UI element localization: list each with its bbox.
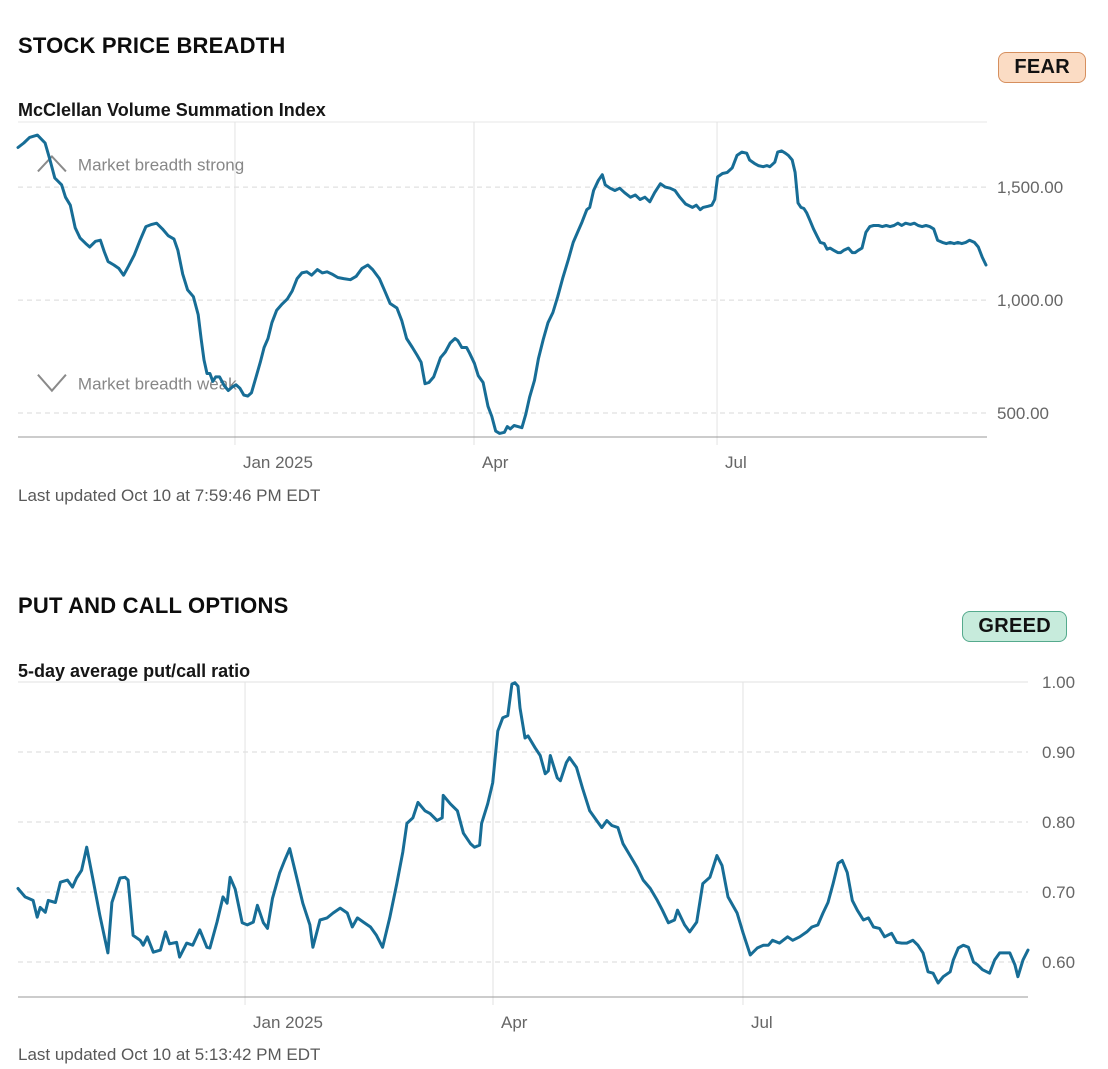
stock-price-breadth-title: STOCK PRICE BREADTH — [18, 33, 286, 59]
breadth-chart: 500.00 1,000.00 1,500.00 Jan 2025 Apr Jul Mark… — [16, 121, 1063, 472]
x-axis-labels: Jan 2025 Apr Jul — [253, 1013, 773, 1032]
put-call-options-title: PUT AND CALL OPTIONS — [18, 593, 289, 619]
svg-text:0.80: 0.80 — [1042, 813, 1075, 832]
svg-text:Jul: Jul — [725, 453, 747, 472]
svg-text:Apr: Apr — [482, 453, 509, 472]
svg-text:Apr: Apr — [501, 1013, 528, 1032]
y-axis-labels: 500.00 1,000.00 1,500.00 — [997, 178, 1063, 423]
putcall-chart-subtitle: 5-day average put/call ratio — [18, 661, 251, 681]
svg-text:0.90: 0.90 — [1042, 743, 1075, 762]
svg-text:Jul: Jul — [751, 1013, 773, 1032]
annotations: Market breadth strong Market breadth weak — [37, 155, 244, 394]
svg-text:Market breadth strong: Market breadth strong — [78, 155, 244, 174]
svg-text:1.00: 1.00 — [1042, 673, 1075, 692]
breadth-last-updated: Last updated Oct 10 at 7:59:46 PM EDT — [18, 486, 321, 505]
x-axis-labels: Jan 2025 Apr Jul — [243, 453, 747, 472]
gridlines — [18, 681, 1028, 1005]
svg-text:Market breadth weak: Market breadth weak — [78, 375, 237, 394]
breadth-chart-subtitle: McClellan Volume Summation Index — [18, 100, 326, 120]
data-line — [16, 681, 1030, 985]
caret-down-icon — [37, 374, 67, 393]
svg-text:1,500.00: 1,500.00 — [997, 178, 1063, 197]
svg-text:0.60: 0.60 — [1042, 953, 1075, 972]
data-line — [16, 133, 988, 435]
svg-text:1,000.00: 1,000.00 — [997, 291, 1063, 310]
svg-text:0.70: 0.70 — [1042, 883, 1075, 902]
svg-text:Jan 2025: Jan 2025 — [243, 453, 313, 472]
greed-badge: GREED — [962, 611, 1067, 642]
svg-text:Jan 2025: Jan 2025 — [253, 1013, 323, 1032]
fear-badge: FEAR — [998, 52, 1086, 83]
putcall-chart: 0.60 0.70 0.80 0.90 1.00 Jan 2025 Apr Jul — [16, 673, 1075, 1032]
svg-text:500.00: 500.00 — [997, 404, 1049, 423]
caret-up-icon — [37, 155, 67, 173]
y-axis-labels: 0.60 0.70 0.80 0.90 1.00 — [1042, 673, 1075, 972]
putcall-last-updated: Last updated Oct 10 at 5:13:42 PM EDT — [18, 1045, 321, 1064]
